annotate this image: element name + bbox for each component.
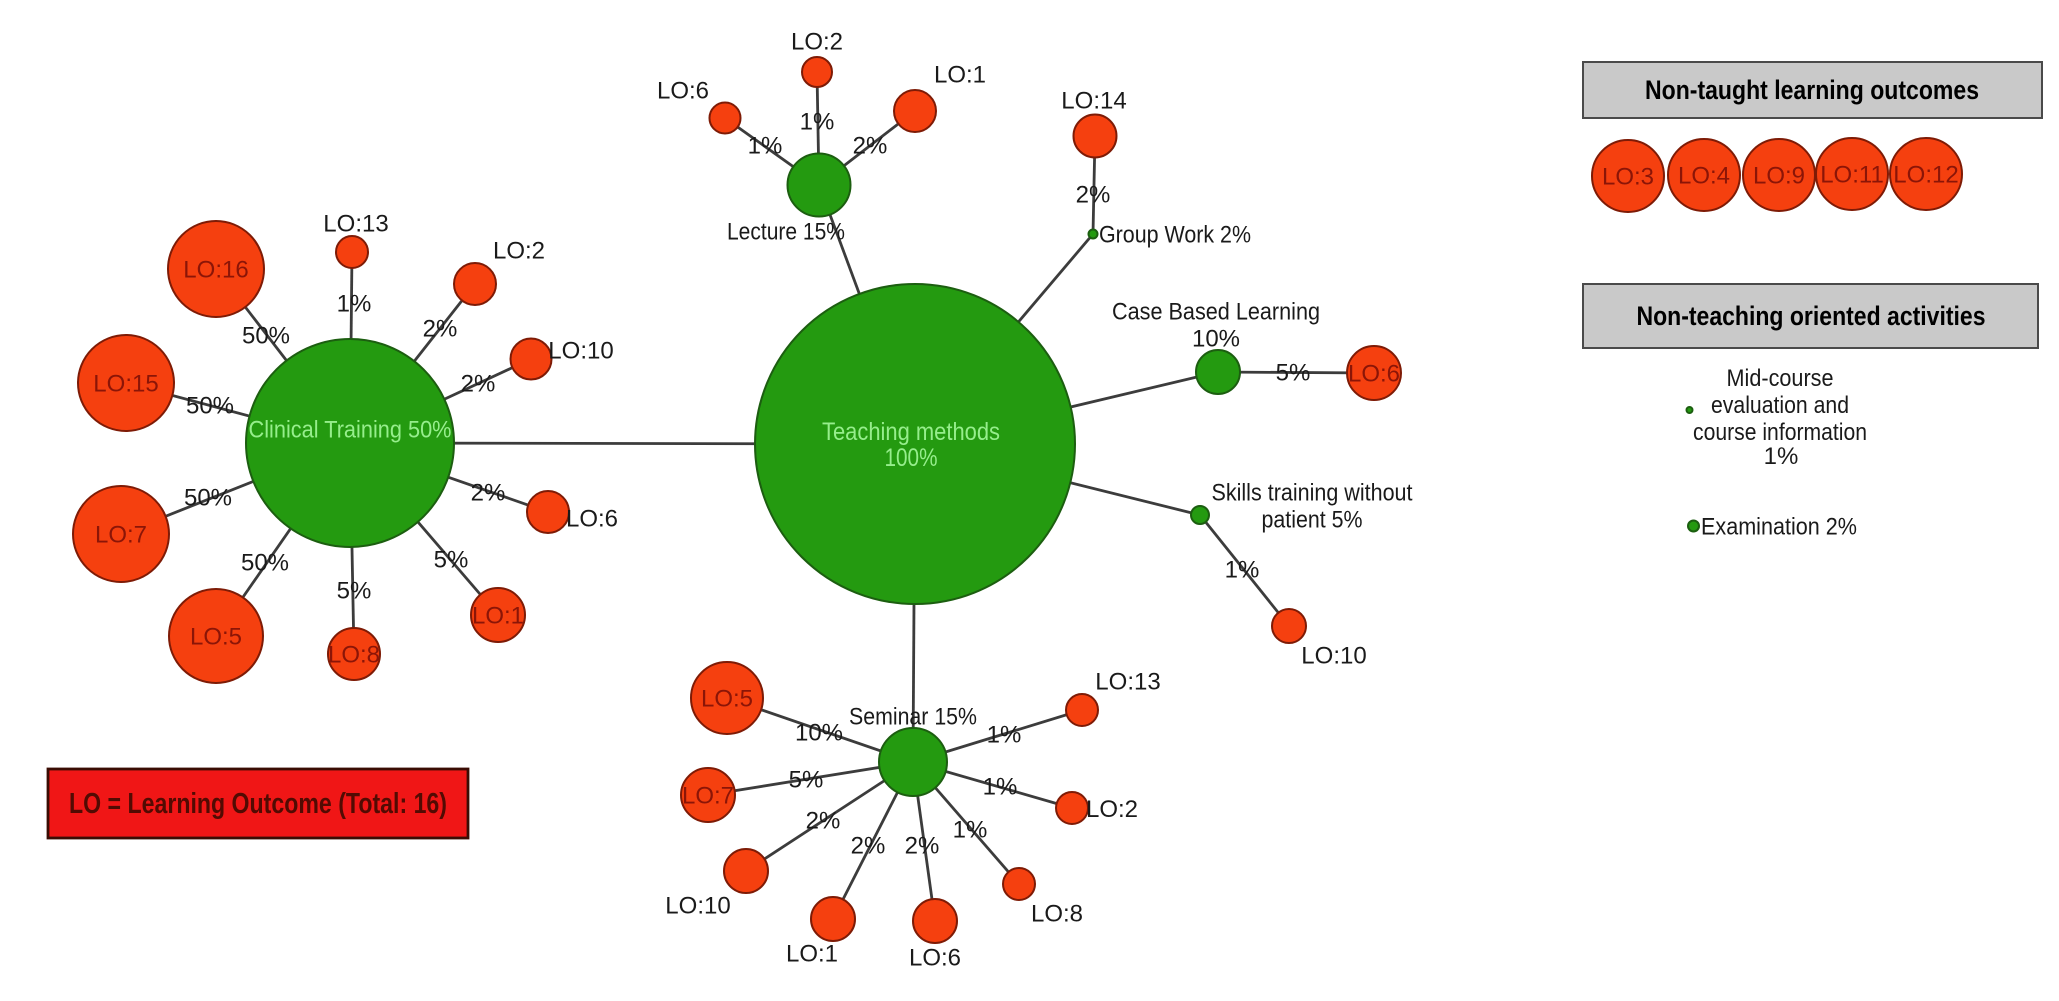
svg-text:2%: 2% bbox=[1076, 182, 1111, 209]
svg-text:LO:10: LO:10 bbox=[548, 338, 613, 365]
svg-text:LO:13: LO:13 bbox=[323, 211, 388, 238]
svg-text:50%: 50% bbox=[241, 550, 289, 577]
svg-text:LO:2: LO:2 bbox=[493, 238, 545, 265]
svg-text:5%: 5% bbox=[337, 578, 372, 605]
svg-text:2%: 2% bbox=[806, 808, 841, 835]
svg-text:2%: 2% bbox=[471, 480, 506, 507]
svg-text:LO:14: LO:14 bbox=[1061, 88, 1126, 115]
svg-text:5%: 5% bbox=[1276, 360, 1311, 387]
svg-text:1%: 1% bbox=[1225, 557, 1260, 584]
svg-text:Clinical Training 50%: Clinical Training 50% bbox=[249, 417, 452, 444]
svg-text:LO:2: LO:2 bbox=[1086, 796, 1138, 823]
svg-text:evaluation and: evaluation and bbox=[1711, 392, 1849, 419]
svg-text:LO:7: LO:7 bbox=[95, 522, 147, 549]
svg-text:50%: 50% bbox=[186, 393, 234, 420]
svg-text:2%: 2% bbox=[423, 316, 458, 343]
svg-text:Non-teaching oriented activiti: Non-teaching oriented activities bbox=[1637, 301, 1986, 331]
svg-text:2%: 2% bbox=[905, 833, 940, 860]
svg-text:2%: 2% bbox=[851, 833, 886, 860]
svg-text:1%: 1% bbox=[987, 722, 1022, 749]
svg-text:LO:15: LO:15 bbox=[93, 371, 158, 398]
svg-text:LO:3: LO:3 bbox=[1602, 164, 1654, 191]
svg-text:LO:8: LO:8 bbox=[328, 642, 380, 669]
svg-text:2%: 2% bbox=[853, 133, 888, 160]
svg-text:LO:11: LO:11 bbox=[1820, 162, 1884, 189]
svg-text:Non-taught learning outcomes: Non-taught learning outcomes bbox=[1645, 75, 1979, 105]
svg-text:LO:1: LO:1 bbox=[472, 603, 524, 630]
svg-text:1%: 1% bbox=[983, 774, 1018, 801]
svg-text:LO:1: LO:1 bbox=[786, 941, 838, 968]
svg-text:LO:7: LO:7 bbox=[682, 783, 734, 810]
svg-text:LO:1: LO:1 bbox=[934, 62, 986, 89]
svg-text:1%: 1% bbox=[1764, 443, 1799, 470]
svg-text:50%: 50% bbox=[184, 485, 232, 512]
svg-text:LO:5: LO:5 bbox=[190, 624, 242, 651]
svg-text:LO:4: LO:4 bbox=[1678, 163, 1730, 190]
svg-text:LO:12: LO:12 bbox=[1893, 162, 1958, 189]
svg-text:100%: 100% bbox=[885, 444, 938, 472]
svg-text:5%: 5% bbox=[789, 767, 824, 794]
svg-text:Case Based Learning: Case Based Learning bbox=[1112, 299, 1320, 326]
svg-text:patient 5%: patient 5% bbox=[1262, 507, 1363, 534]
svg-text:LO:6: LO:6 bbox=[657, 78, 709, 105]
svg-text:1%: 1% bbox=[953, 817, 988, 844]
svg-text:course information: course information bbox=[1693, 419, 1867, 446]
svg-text:50%: 50% bbox=[242, 323, 290, 350]
svg-text:1%: 1% bbox=[337, 291, 372, 318]
svg-text:LO:6: LO:6 bbox=[1348, 361, 1400, 388]
svg-text:LO:8: LO:8 bbox=[1031, 901, 1083, 928]
svg-text:Seminar 15%: Seminar 15% bbox=[849, 704, 977, 731]
svg-text:LO:5: LO:5 bbox=[701, 686, 753, 713]
svg-text:LO:16: LO:16 bbox=[183, 257, 248, 284]
svg-text:LO:2: LO:2 bbox=[791, 29, 843, 56]
svg-text:5%: 5% bbox=[434, 547, 469, 574]
svg-text:LO = Learning Outcome (Total:: LO = Learning Outcome (Total: 16) bbox=[69, 788, 447, 820]
svg-text:Group Work 2%: Group Work 2% bbox=[1099, 222, 1251, 249]
svg-text:LO:10: LO:10 bbox=[665, 893, 730, 920]
svg-text:Lecture 15%: Lecture 15% bbox=[727, 219, 845, 246]
svg-text:1%: 1% bbox=[748, 133, 783, 160]
svg-text:10%: 10% bbox=[795, 720, 843, 747]
svg-text:Examination 2%: Examination 2% bbox=[1701, 514, 1857, 541]
svg-text:Teaching methods: Teaching methods bbox=[822, 418, 1000, 446]
svg-text:10%: 10% bbox=[1192, 326, 1240, 353]
svg-text:LO:6: LO:6 bbox=[909, 945, 961, 972]
svg-text:LO:10: LO:10 bbox=[1301, 643, 1366, 670]
svg-text:1%: 1% bbox=[800, 109, 835, 136]
svg-text:LO:6: LO:6 bbox=[566, 506, 618, 533]
svg-text:Mid-course: Mid-course bbox=[1727, 365, 1834, 392]
svg-text:LO:9: LO:9 bbox=[1753, 163, 1805, 190]
svg-text:Skills training without: Skills training without bbox=[1212, 480, 1413, 507]
svg-text:2%: 2% bbox=[461, 371, 496, 398]
svg-text:LO:13: LO:13 bbox=[1095, 669, 1160, 696]
